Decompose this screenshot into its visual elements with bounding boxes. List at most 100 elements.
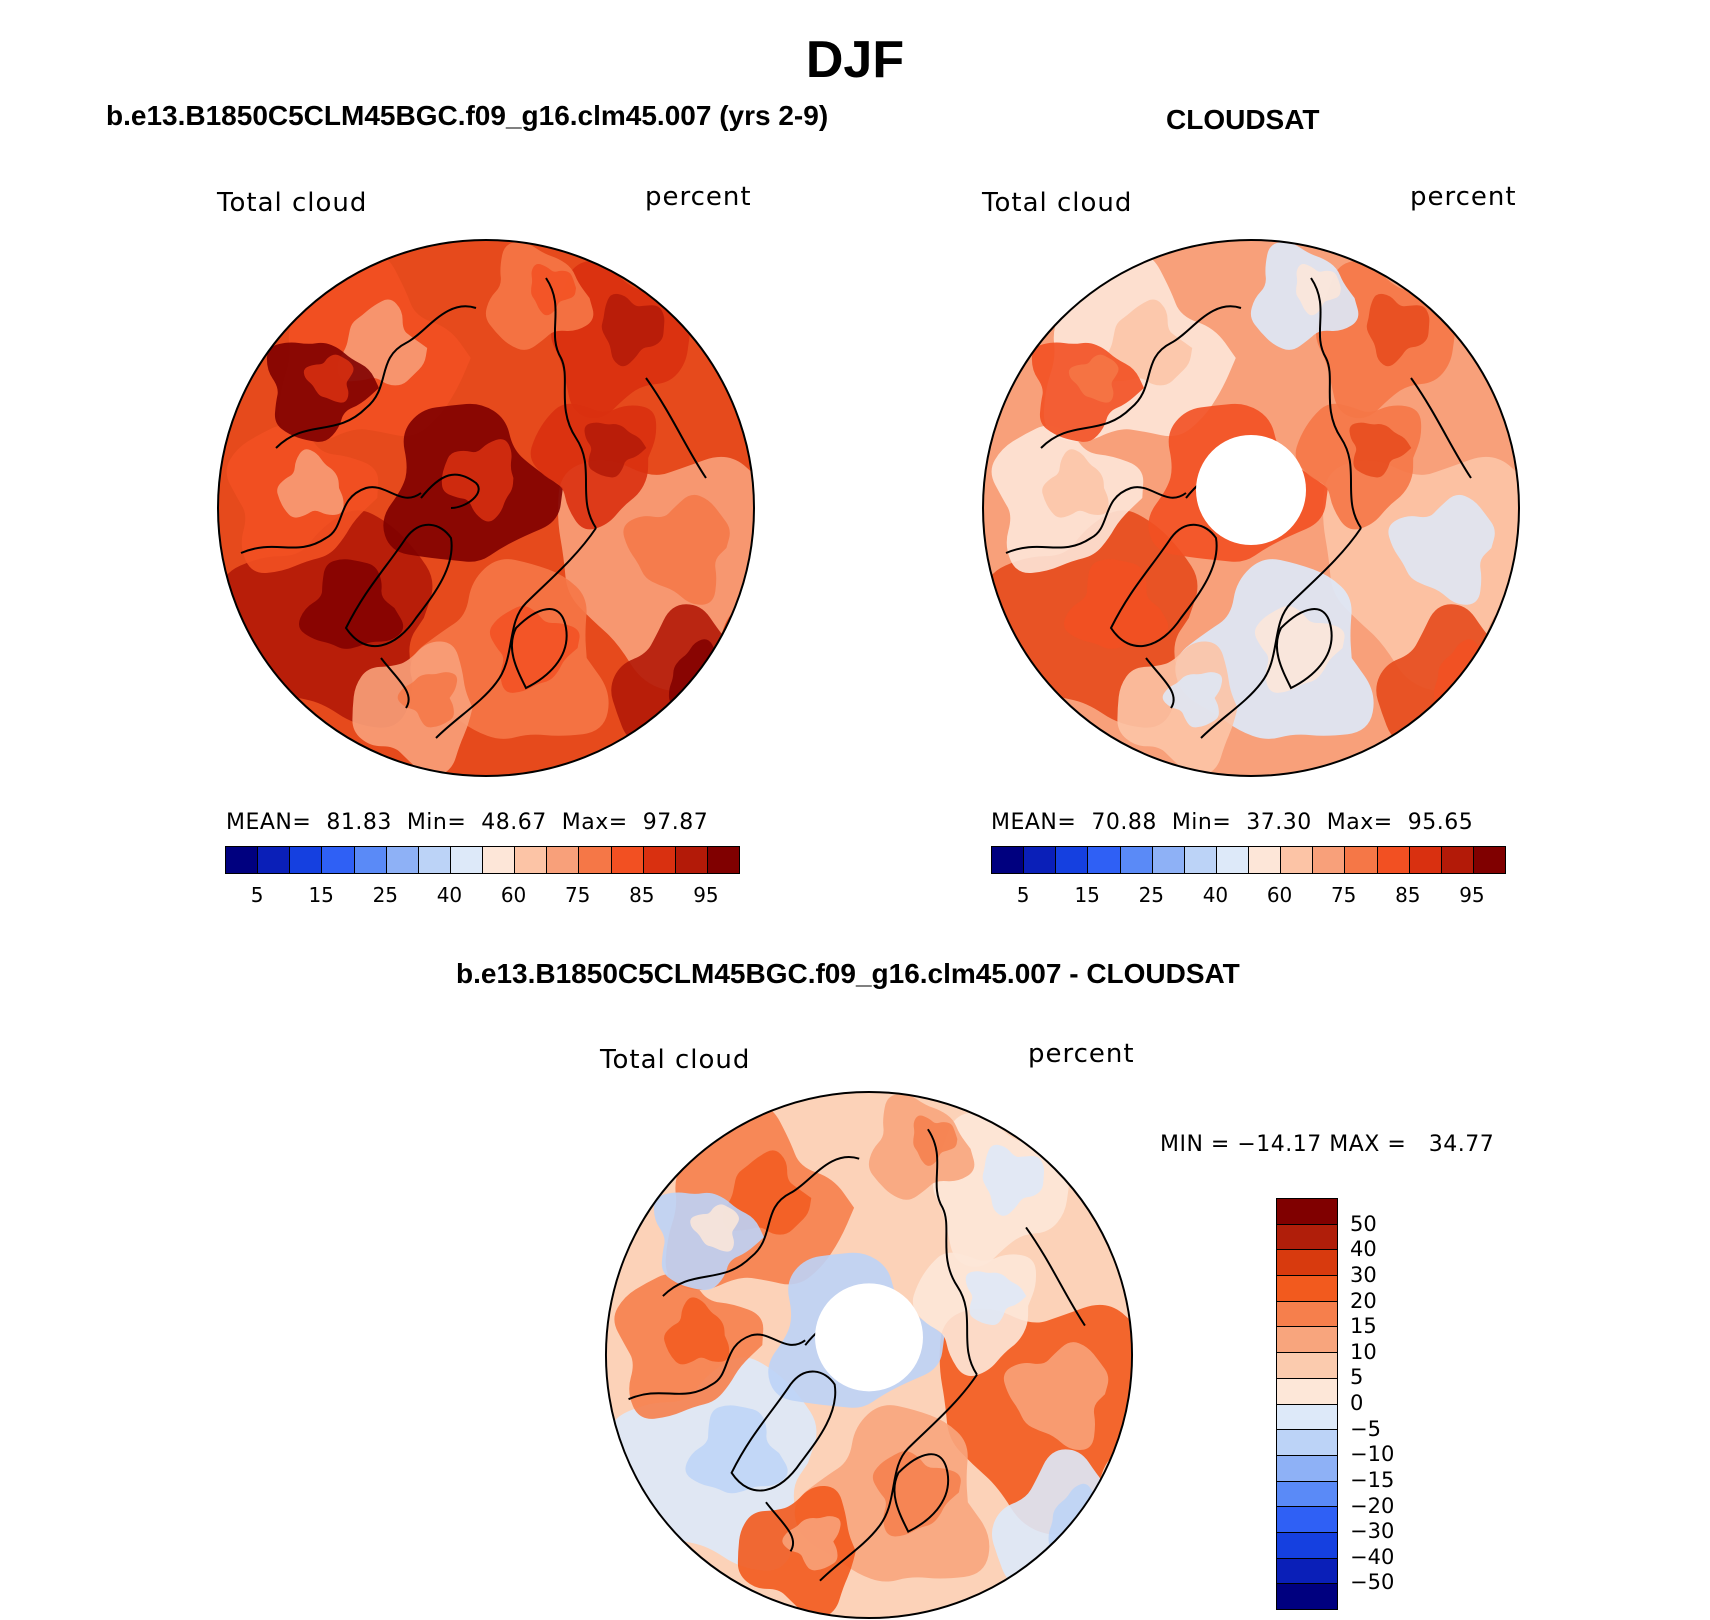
coastline [1275,608,1333,690]
panel2-colorbar-swatch [1345,847,1378,873]
panel2-units-label: percent [1410,182,1517,212]
panel2-colorbar-swatch [1024,847,1057,873]
cloud-field-patch [1063,559,1169,649]
panel2-polar-map [982,239,1520,777]
panel2-colorbar-swatch [992,847,1025,873]
panel1-colorbar-swatch [483,847,516,873]
cloud-field-patch [397,672,458,728]
polar-data-gap [815,1283,923,1392]
coastline [420,473,480,509]
panel1-colorbar-tick-label: 75 [564,883,591,907]
panel1-colorbar-swatch [322,847,355,873]
cloud-field-patch [584,422,647,478]
panel3-colorbar-tick-label: 40 [1350,1237,1377,1262]
panel3-colorbar-tick-label: −5 [1350,1416,1381,1441]
cloud-field-patch [1003,1342,1109,1450]
panel2-variable-label: Total cloud [982,188,1133,218]
panel2-colorbar-swatch [1056,847,1089,873]
panel2-colorbar-tick-label: 5 [1016,883,1030,907]
panel3-polar-map [604,1090,1134,1620]
cloud-field-patch [685,1405,788,1494]
panel2-colorbar-swatch [1441,847,1474,873]
panel2-mean-value: 70.88 [1091,810,1157,835]
panel1-colorbar-swatch [354,847,387,873]
panel3-colorbar-tick-label: 5 [1350,1365,1364,1390]
panel1-polar-map [217,239,755,777]
panel2-mean-label: MEAN= [991,810,1077,835]
panel3-colorbar-tick-label: 30 [1350,1262,1377,1287]
cloud-field-patch [623,494,730,605]
coastline [380,657,410,709]
map-boundary [217,239,755,777]
coastline [1025,1226,1086,1327]
coastline [545,277,597,529]
panel3-title: b.e13.B1850C5CLM45BGC.f09_g16.clm45.007 … [456,958,1240,989]
panel1-colorbar [225,846,740,874]
panel1-mean-label: MEAN= [226,810,312,835]
panel1-colorbar-swatch [450,847,483,873]
cloud-field-patch [601,293,665,367]
panel1-colorbar-swatch [290,847,323,873]
polar-data-gap [1196,435,1306,545]
panel1-colorbar-swatch [226,847,259,873]
coastline [927,1128,978,1376]
panel3-colorbar-tick-label: −15 [1350,1467,1395,1492]
coastline [1200,527,1362,739]
panel1-mean-value: 81.83 [326,810,392,835]
panel2-min-label: Min= [1171,810,1232,835]
cloud-field-patch [1162,672,1223,728]
panel3-colorbar-tick-label: 15 [1350,1314,1377,1339]
panel3-colorbar-swatch [1277,1353,1337,1379]
panel1-colorbar-swatch [579,847,612,873]
panel3-colorbar-swatch [1277,1404,1337,1431]
panel2-title: CLOUDSAT [1166,104,1320,135]
panel2-colorbar-tick-label: 75 [1330,883,1357,907]
cloud-field-patch [965,1271,1027,1326]
panel3-colorbar-swatch [1277,1507,1337,1533]
panel2-colorbar-swatch [1409,847,1442,873]
panel3-colorbar-swatch [1277,1327,1337,1354]
panel3-colorbar-swatch [1277,1455,1337,1482]
panel2-colorbar-tick-label: 85 [1395,883,1421,907]
panel1-max-value: 97.87 [642,810,709,835]
main-title: DJF [805,31,905,89]
panel3-colorbar-tick-label: 20 [1350,1288,1377,1313]
panel3-colorbar-swatch [1277,1430,1337,1456]
panel2-colorbar [991,846,1506,874]
panel1-max-label: Max= [561,810,628,835]
panel3-colorbar-swatch [1277,1250,1337,1277]
panel1-colorbar-swatch [707,847,739,873]
panel1-min-label: Min= [406,810,467,835]
cloud-field-patch [303,354,354,403]
panel1-stats: MEAN= 81.83 Min= 48.67 Max= 97.87 [226,810,708,835]
panel3-colorbar-swatch [1277,1558,1337,1585]
coastline [645,377,707,479]
panel3-colorbar-tick-label: −10 [1350,1442,1395,1467]
cloud-field-patch [690,1204,740,1252]
panel1-colorbar-swatch [418,847,451,873]
panel3-colorbar-swatch [1277,1532,1337,1559]
cloud-field-patch [489,605,580,693]
panel3-colorbar-swatch [1277,1378,1337,1405]
coastline [1005,486,1187,554]
coastline [1145,657,1175,709]
panel3-colorbar-swatch [1277,1199,1337,1225]
coastline [240,486,422,554]
coastline [1109,523,1218,647]
panel2-colorbar-ticks: 5 15 25 40 60 75 85 95 [991,883,1504,909]
coastline [435,527,597,739]
panel2-colorbar-swatch [1377,847,1410,873]
panel3-colorbar [1276,1198,1338,1610]
panel3-colorbar-ticks: 50 40 30 20 15 10 5 0 −5 −10 −15 −20 −30 −40 −50 [1350,1198,1410,1608]
cloud-field-patch [1296,263,1341,316]
panel2-min-value: 37.30 [1246,810,1312,835]
coastline [819,1374,978,1582]
panel1-colorbar-swatch [611,847,644,873]
coastline [662,1156,860,1297]
panel3-minmax: MIN = −14.17 MAX = 34.77 [1160,1132,1495,1157]
panel2-colorbar-swatch [1216,847,1249,873]
panel2-colorbar-swatch [1120,847,1153,873]
panel2-colorbar-tick-label: 15 [1074,883,1100,907]
panel3-colorbar-swatch [1277,1584,1337,1609]
coastline [275,305,477,449]
